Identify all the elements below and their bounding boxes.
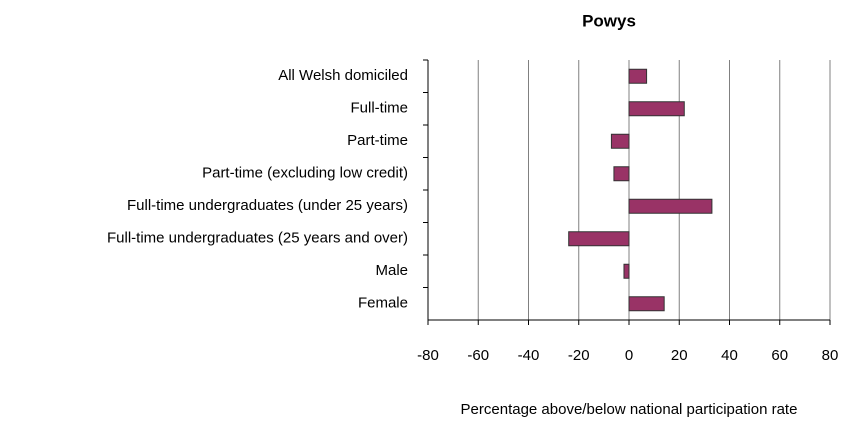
bar [568,231,630,247]
y-tick-label: Full-time undergraduates (under 25 years… [127,197,408,214]
bar [610,133,630,149]
y-tick-label: All Welsh domiciled [278,67,408,84]
y-tick-label: Male [375,262,408,279]
x-tick-label: -60 [467,347,489,364]
bar [628,68,648,84]
bar [628,198,713,214]
y-tick-label: Full-time [350,100,408,117]
x-tick-label: 60 [771,347,788,364]
y-tick-label: Part-time (excluding low credit) [202,165,408,182]
bar [623,263,630,279]
bar [628,101,685,117]
x-tick-label: -80 [417,347,439,364]
bar [613,166,630,182]
bar [628,296,665,312]
x-tick-label: 80 [822,347,839,364]
x-tick-label: 40 [721,347,738,364]
x-tick-label: -40 [518,347,540,364]
x-axis-label: Percentage above/below national particip… [461,401,798,418]
chart-title: Powys [582,11,636,30]
y-tick-label: Full-time undergraduates (25 years and o… [107,230,408,247]
x-tick-label: 20 [671,347,688,364]
x-tick-label: 0 [625,347,633,364]
x-tick-label: -20 [568,347,590,364]
y-tick-label: Female [358,295,408,312]
y-tick-label: Part-time [347,132,408,149]
